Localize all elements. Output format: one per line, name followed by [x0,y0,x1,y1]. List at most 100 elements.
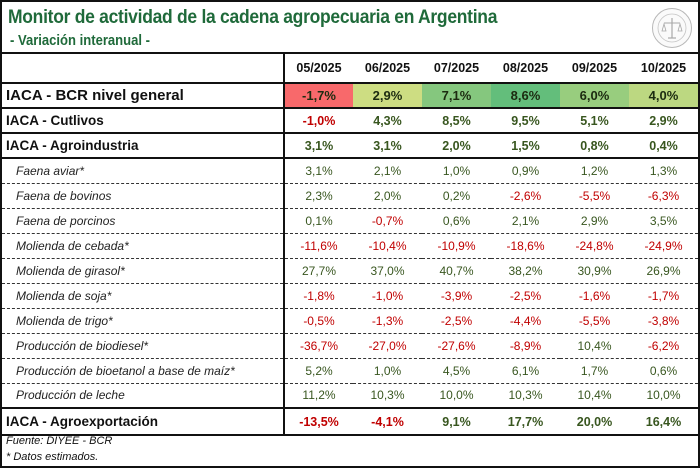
heat-cell: 4,0% [629,83,698,109]
header-corner [2,52,285,84]
value-cell: 1,3% [629,158,698,184]
value-cell: -1,8% [284,283,353,309]
value-cell: -18,6% [491,233,560,259]
value-cell: -36,7% [284,333,353,359]
value-cell: 2,3% [284,183,353,209]
index-row: IACA - Cutlivos -1,0% 4,3% 8,5% 9,5% 5,1% 2,9% [2,108,698,134]
value-cell: 2,9% [560,208,629,234]
value-cell: 0,8% [560,133,629,159]
value-cell: -5,5% [560,308,629,334]
value-cell: -6,3% [629,183,698,209]
value-cell: -13,5% [284,408,353,436]
column-header: 06/2025 [353,52,422,84]
page-subtitle: - Variación interanual - [10,33,150,49]
value-cell: 6,1% [491,358,560,384]
value-cell: 38,2% [491,258,560,284]
value-cell: -0,5% [284,308,353,334]
value-cell: -11,6% [284,233,353,259]
value-cell: 11,2% [284,383,353,409]
value-cell: 1,0% [353,358,422,384]
value-cell: 4,3% [353,108,422,134]
sub-index-row: Molienda de cebada* -11,6% -10,4% -10,9% -18… [2,233,698,259]
value-cell: -0,7% [353,208,422,234]
page-title: Monitor de actividad de la cadena agrope… [8,7,498,28]
value-cell: -3,9% [422,283,491,309]
row-label: Producción de biodiesel* [2,333,285,359]
value-cell: 10,3% [491,383,560,409]
sub-index-row: Molienda de girasol* 27,7% 37,0% 40,7% 38,2%… [2,258,698,284]
column-header: 05/2025 [284,52,353,84]
sub-index-row: Faena aviar* 3,1% 2,1% 1,0% 0,9% 1,2% 1,3% [2,158,698,184]
value-cell: -24,8% [560,233,629,259]
index-row: IACA - Agroindustria 3,1% 3,1% 2,0% 1,5% 0,8%… [2,133,698,159]
value-cell: 1,0% [422,158,491,184]
column-header: 09/2025 [560,52,629,84]
column-header: 10/2025 [629,52,698,84]
value-cell: -4,4% [491,308,560,334]
sub-index-row: Producción de leche 11,2% 10,3% 10,0% 10,3% 1… [2,383,698,409]
value-cell: -2,5% [422,308,491,334]
value-cell: 16,4% [629,408,698,436]
value-cell: 17,7% [491,408,560,436]
value-cell: 10,3% [353,383,422,409]
value-cell: 10,0% [629,383,698,409]
value-cell: 27,7% [284,258,353,284]
row-label: IACA - Cutlivos [2,108,285,134]
row-label: Producción de bioetanol a base de maíz* [2,358,285,384]
value-cell: -10,9% [422,233,491,259]
value-cell: -1,7% [629,283,698,309]
column-header: 08/2025 [491,52,560,84]
heat-cell: 2,9% [353,83,422,109]
activity-table: 05/2025 06/2025 07/2025 08/2025 09/2025 … [2,52,698,436]
value-cell: -10,4% [353,233,422,259]
general-index-row: IACA - BCR nivel general -1,7% 2,9% 7,1%… [2,83,698,109]
value-cell: 0,2% [422,183,491,209]
header-row: 05/2025 06/2025 07/2025 08/2025 09/2025 … [2,52,698,84]
value-cell: 37,0% [353,258,422,284]
index-row: IACA - Agroexportación -13,5% -4,1% 9,1% 17,… [2,408,698,436]
value-cell: -2,5% [491,283,560,309]
value-cell: 10,4% [560,333,629,359]
value-cell: 3,1% [284,133,353,159]
value-cell: -2,6% [491,183,560,209]
value-cell: -27,6% [422,333,491,359]
value-cell: 9,1% [422,408,491,436]
row-label: Molienda de soja* [2,283,285,309]
value-cell: 0,6% [629,358,698,384]
sub-index-row: Molienda de trigo* -0,5% -1,3% -2,5% -4,4% -5… [2,308,698,334]
value-cell: 5,1% [560,108,629,134]
value-cell: -4,1% [353,408,422,436]
row-label: Molienda de trigo* [2,308,285,334]
value-cell: -1,0% [353,283,422,309]
row-label: Faena aviar* [2,158,285,184]
value-cell: -1,6% [560,283,629,309]
value-cell: 4,5% [422,358,491,384]
value-cell: 10,4% [560,383,629,409]
row-label: IACA - Agroindustria [2,133,285,159]
value-cell: -1,3% [353,308,422,334]
row-label: IACA - BCR nivel general [2,83,285,109]
value-cell: -1,0% [284,108,353,134]
value-cell: 3,5% [629,208,698,234]
value-cell: 2,0% [353,183,422,209]
value-cell: 5,2% [284,358,353,384]
value-cell: 0,9% [491,158,560,184]
row-label: Faena de porcinos [2,208,285,234]
value-cell: 20,0% [560,408,629,436]
value-cell: 0,6% [422,208,491,234]
column-header: 07/2025 [422,52,491,84]
row-label: Faena de bovinos [2,183,285,209]
sub-index-row: Molienda de soja* -1,8% -1,0% -3,9% -2,5% -1,… [2,283,698,309]
value-cell: -8,9% [491,333,560,359]
bcr-seal-logo [652,8,692,48]
value-cell: 2,9% [629,108,698,134]
heat-cell: -1,7% [284,83,353,109]
row-label: Molienda de girasol* [2,258,285,284]
row-label: Molienda de cebada* [2,233,285,259]
value-cell: 26,9% [629,258,698,284]
value-cell: 8,5% [422,108,491,134]
value-cell: 1,2% [560,158,629,184]
value-cell: 30,9% [560,258,629,284]
source-note: Fuente: DIYEE - BCR [6,435,113,447]
